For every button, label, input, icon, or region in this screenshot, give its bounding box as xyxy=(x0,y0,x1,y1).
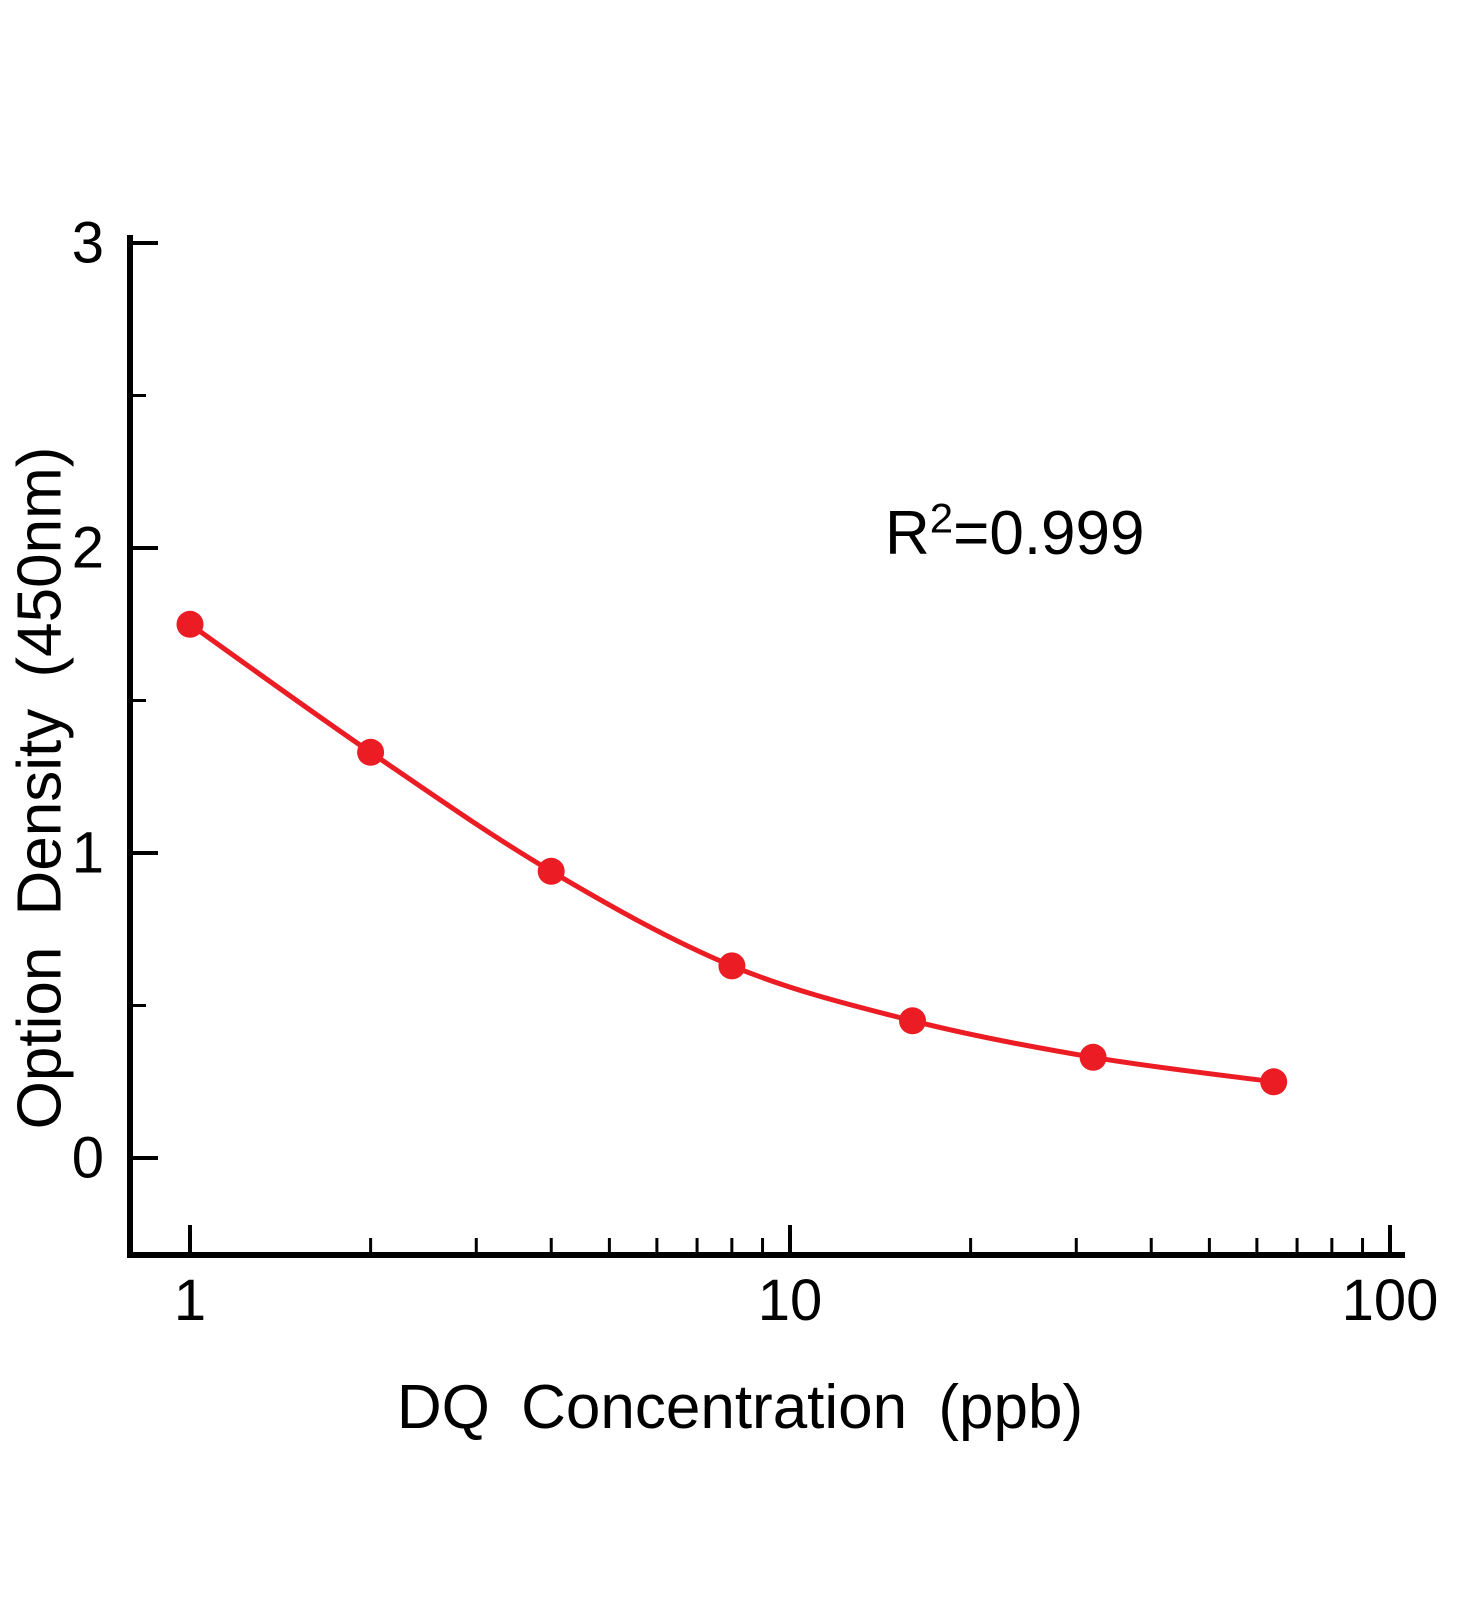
data-point xyxy=(176,610,204,638)
r-squared-exponent: 2 xyxy=(929,494,954,542)
y-tick-label: 3 xyxy=(72,211,104,276)
y-tick-label: 2 xyxy=(72,516,104,581)
data-point xyxy=(718,952,746,980)
x-axis-title: DQ Concentration (ppb) xyxy=(396,1373,1084,1442)
r-squared-value: =0.999 xyxy=(953,499,1145,568)
r-squared-annotation: R2=0.999 xyxy=(885,497,1145,569)
x-tick-label: 1 xyxy=(174,1268,206,1333)
fit-curve xyxy=(187,621,1277,1085)
y-tick-label: 0 xyxy=(72,1126,104,1191)
data-point xyxy=(357,738,385,766)
r-squared-base: R xyxy=(885,499,930,568)
data-point xyxy=(1260,1068,1288,1096)
x-tick-label: 10 xyxy=(758,1268,823,1333)
axes xyxy=(127,235,1405,1258)
y-axis-title: Option Density (450nm) xyxy=(5,446,75,1130)
data-point xyxy=(899,1007,926,1035)
data-point xyxy=(537,857,565,885)
y-tick-label: 1 xyxy=(72,821,104,886)
x-tick-label: 100 xyxy=(1342,1268,1439,1333)
data-point xyxy=(1079,1043,1107,1071)
